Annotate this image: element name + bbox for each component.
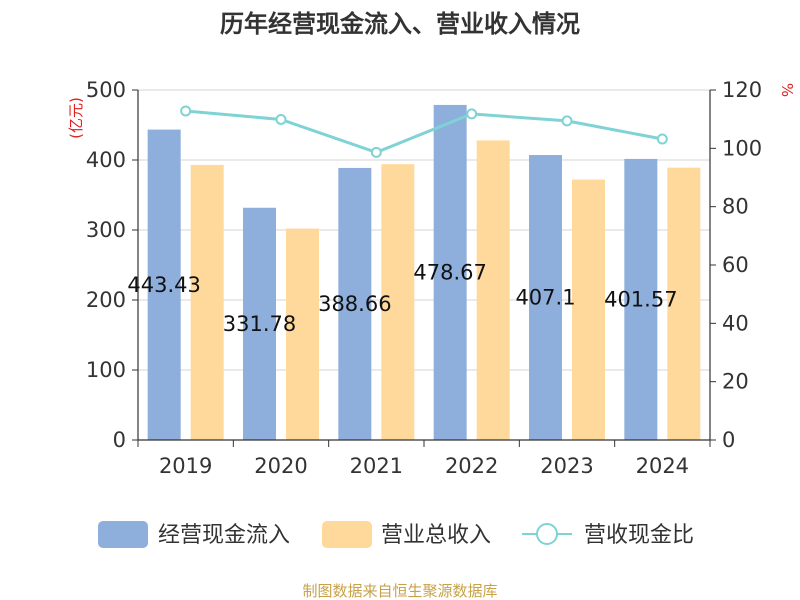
- y-right-axis-label: %: [778, 83, 796, 97]
- ratio-point: [466, 108, 478, 120]
- axes: 0 100 200 300 400 500 0 20 40 60 80 100 120 2019 2020 2…: [86, 78, 762, 478]
- bar-revenue: [286, 228, 319, 440]
- x-tick-label: 2024: [636, 454, 689, 478]
- x-tick-label: 2021: [350, 454, 403, 478]
- ratio-point: [656, 133, 668, 145]
- y-left-tick-label: 200: [86, 288, 126, 312]
- ratio-point: [561, 115, 573, 127]
- y-right-tick-label: 40: [722, 311, 749, 335]
- source-note: 制图数据来自恒生聚源数据库: [302, 582, 497, 600]
- legend-marker: [536, 523, 558, 545]
- chart-title: 历年经营现金流入、营业收入情况: [220, 10, 580, 38]
- y-right-tick-label: 80: [722, 195, 749, 219]
- ratio-line-group: [180, 105, 668, 158]
- y-left-tick-label: 100: [86, 358, 126, 382]
- legend-label: 营业总收入: [381, 523, 491, 548]
- bar-cash-inflow: [624, 158, 658, 440]
- bar-revenue: [190, 164, 224, 440]
- bar-cash-inflow: [338, 167, 372, 441]
- ratio-point: [275, 113, 287, 125]
- data-label: 388.66: [318, 292, 391, 316]
- x-tick-label: 2019: [159, 454, 212, 478]
- data-label: 331.78: [223, 312, 296, 336]
- y-left-axis-label: (亿元): [67, 97, 85, 139]
- y-left-tick-label: 300: [86, 218, 126, 242]
- y-right-tick-label: 100: [722, 136, 762, 160]
- data-label: 401.57: [604, 287, 677, 311]
- legend-label: 经营现金流入: [158, 523, 290, 548]
- legend-label: 营收现金比: [584, 523, 694, 548]
- bar-revenue: [667, 167, 701, 440]
- y-left-tick-label: 0: [113, 428, 126, 452]
- bars-group: [147, 104, 701, 441]
- y-right-tick-label: 20: [722, 370, 749, 394]
- data-label: 478.67: [413, 260, 486, 284]
- legend-swatch: [98, 521, 148, 548]
- x-tick-label: 2022: [445, 454, 498, 478]
- ratio-point: [180, 105, 192, 117]
- legend: 经营现金流入 营业总收入 营收现金比: [98, 521, 694, 548]
- data-labels: 443.43 331.78 388.66 478.67 407.1 401.57: [127, 260, 677, 335]
- legend-swatch: [322, 521, 372, 548]
- x-tick-label: 2023: [540, 454, 593, 478]
- data-label: 443.43: [127, 273, 200, 297]
- bar-revenue: [381, 164, 415, 440]
- bar-cash-inflow: [147, 129, 181, 440]
- bar-revenue: [572, 179, 605, 440]
- y-right-tick-label: 60: [722, 253, 749, 277]
- y-left-tick-label: 500: [86, 78, 126, 102]
- bar-cash-inflow: [243, 207, 276, 440]
- y-right-tick-label: 0: [722, 428, 735, 452]
- bar-cash-inflow: [529, 155, 562, 440]
- ratio-point: [370, 146, 382, 158]
- bar-revenue: [476, 140, 510, 440]
- bar-cash-inflow: [433, 104, 467, 440]
- y-right-tick-label: 120: [722, 78, 762, 102]
- gridlines: [138, 89, 710, 371]
- y-left-tick-label: 400: [86, 148, 126, 172]
- data-label: 407.1: [515, 286, 575, 310]
- ratio-line: [185, 109, 663, 155]
- x-tick-label: 2020: [254, 454, 307, 478]
